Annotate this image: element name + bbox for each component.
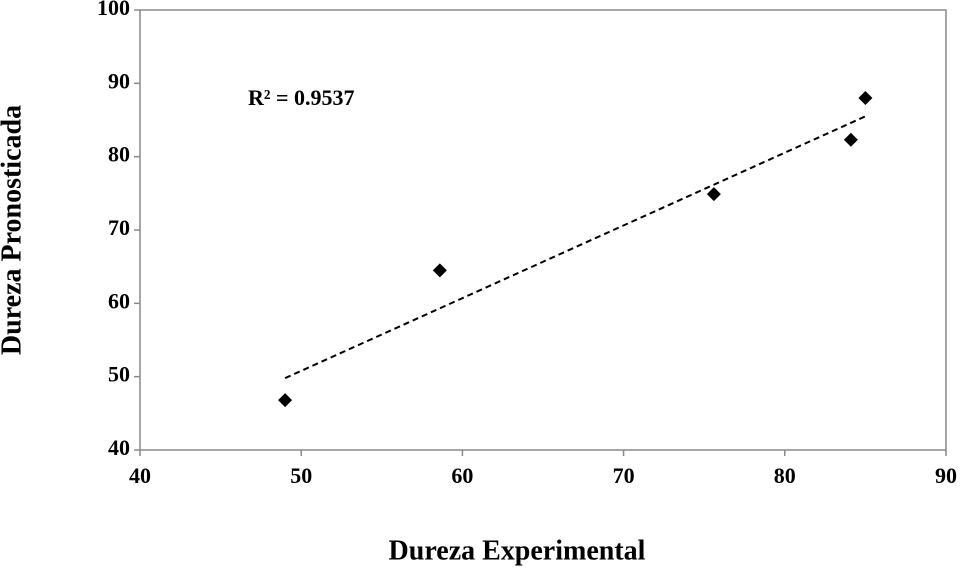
x-tick-label: 50 [290, 463, 312, 488]
y-tick-label: 50 [108, 362, 130, 387]
plot-area [139, 9, 947, 451]
point [432, 263, 447, 278]
y-tick-label: 100 [97, 0, 130, 20]
point [843, 132, 858, 147]
point [706, 187, 721, 202]
y-tick-label: 70 [108, 215, 130, 240]
y-axis-label: Dureza Pronosticada [0, 105, 27, 355]
x-tick-label: 40 [129, 463, 151, 488]
y-tick-label: 60 [108, 288, 130, 313]
x-tick-label: 70 [613, 463, 635, 488]
point [858, 91, 873, 105]
y-tick-label: 90 [108, 68, 130, 93]
y-tick-label: 40 [108, 435, 130, 460]
x-tick-label: 80 [774, 463, 796, 488]
y-tick-label: 80 [108, 142, 130, 167]
x-tick-label: 60 [451, 463, 473, 488]
trendline [284, 115, 866, 380]
x-axis-label: Dureza Experimental [389, 535, 646, 566]
annotation: R² = 0.9537 [248, 85, 355, 110]
x-tick-label: 90 [935, 463, 957, 488]
point [278, 393, 293, 408]
